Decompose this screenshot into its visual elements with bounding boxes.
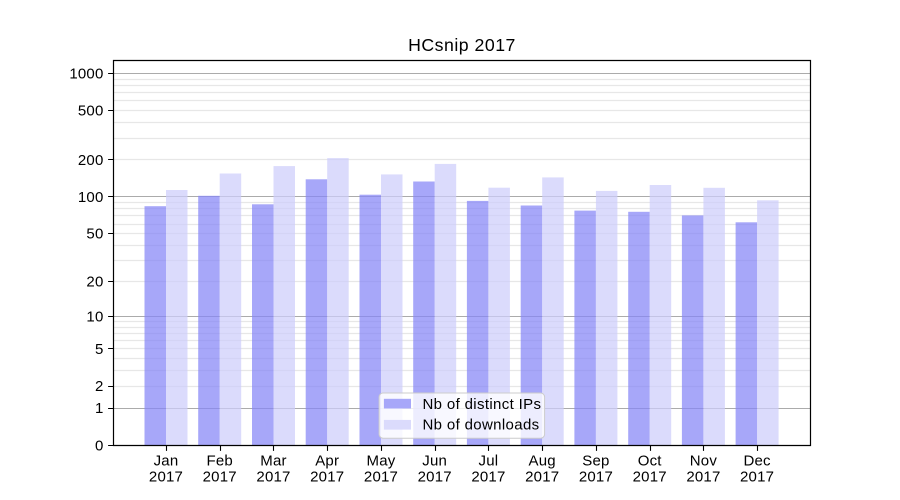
svg-text:500: 500: [78, 103, 104, 120]
svg-text:2: 2: [95, 378, 104, 395]
svg-text:2017: 2017: [471, 469, 505, 486]
svg-text:1: 1: [95, 400, 104, 417]
svg-text:Feb: Feb: [206, 453, 232, 470]
svg-text:2017: 2017: [256, 469, 290, 486]
svg-text:20: 20: [86, 273, 103, 290]
svg-text:Sep: Sep: [582, 453, 609, 470]
svg-text:100: 100: [78, 189, 104, 206]
svg-text:Nb of downloads: Nb of downloads: [423, 416, 540, 433]
svg-text:Aug: Aug: [529, 453, 556, 470]
svg-text:2017: 2017: [525, 469, 559, 486]
svg-text:200: 200: [78, 152, 104, 169]
svg-text:0: 0: [95, 437, 104, 454]
svg-text:2017: 2017: [310, 469, 344, 486]
svg-text:5: 5: [95, 341, 104, 358]
svg-text:Dec: Dec: [743, 453, 771, 470]
svg-text:10: 10: [86, 308, 103, 325]
svg-text:Oct: Oct: [638, 453, 663, 470]
svg-text:1000: 1000: [69, 65, 103, 82]
svg-text:Jan: Jan: [154, 453, 179, 470]
svg-text:2017: 2017: [740, 469, 774, 486]
svg-text:2017: 2017: [418, 469, 452, 486]
svg-text:Nb of distinct IPs: Nb of distinct IPs: [423, 396, 542, 413]
svg-text:Jul: Jul: [479, 453, 499, 470]
svg-text:2017: 2017: [579, 469, 613, 486]
svg-text:Nov: Nov: [690, 453, 718, 470]
svg-text:2017: 2017: [633, 469, 667, 486]
svg-text:2017: 2017: [686, 469, 720, 486]
svg-text:Apr: Apr: [315, 453, 339, 470]
svg-text:50: 50: [86, 226, 103, 243]
svg-text:2017: 2017: [203, 469, 237, 486]
svg-text:HCsnip 2017: HCsnip 2017: [408, 35, 516, 55]
svg-text:Mar: Mar: [260, 453, 286, 470]
svg-text:2017: 2017: [149, 469, 183, 486]
svg-text:2017: 2017: [364, 469, 398, 486]
svg-text:May: May: [367, 453, 396, 470]
svg-text:Jun: Jun: [422, 453, 447, 470]
